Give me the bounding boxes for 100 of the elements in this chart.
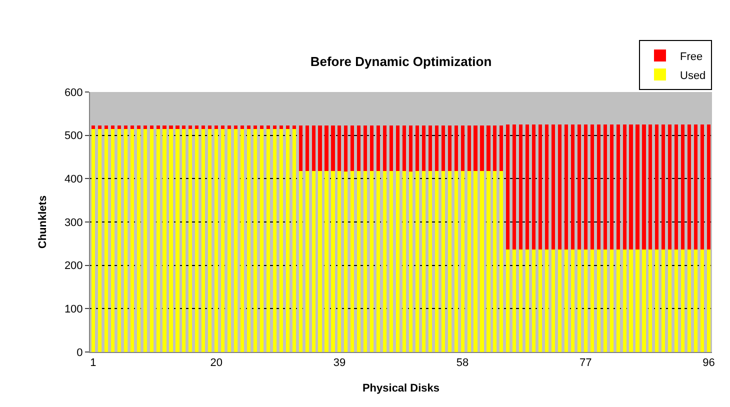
bar [448, 125, 452, 171]
bar [428, 125, 432, 171]
bar [376, 170, 380, 352]
bar [500, 170, 504, 352]
bar [564, 124, 568, 250]
bar [532, 249, 536, 352]
y-tick-label: 400 [64, 174, 83, 186]
bar [493, 125, 497, 171]
bar [622, 249, 626, 352]
bar [312, 170, 316, 352]
bar [493, 170, 497, 352]
bar [681, 124, 685, 250]
bar [570, 124, 574, 250]
bar [214, 128, 218, 352]
bar [279, 128, 283, 352]
bar [538, 249, 542, 352]
bar [454, 170, 458, 352]
bar [98, 125, 102, 129]
bar [636, 249, 640, 352]
x-tick-label: 77 [580, 357, 592, 370]
bar [402, 170, 406, 352]
bar [305, 170, 309, 352]
bar [577, 249, 581, 352]
bar [350, 170, 354, 352]
bar [694, 249, 698, 352]
bar [648, 124, 652, 250]
bar [441, 125, 445, 171]
bar [91, 125, 96, 129]
bar [364, 170, 368, 352]
bar [344, 172, 348, 352]
bar [662, 249, 666, 352]
y-tick-label: 500 [64, 130, 83, 142]
bar [162, 125, 166, 129]
y-tick-label: 0 [76, 346, 83, 359]
bar [415, 125, 419, 171]
bar [234, 125, 238, 129]
bar [221, 128, 225, 352]
bar [616, 124, 620, 250]
bar [253, 128, 257, 352]
bar [195, 125, 199, 129]
bar [596, 124, 600, 250]
bar [519, 124, 523, 250]
bar [208, 125, 212, 129]
bar [298, 125, 302, 171]
bar [169, 128, 173, 352]
bar [577, 124, 581, 250]
bar [629, 124, 633, 250]
bar [408, 172, 412, 352]
bar [674, 249, 678, 352]
bar [636, 124, 640, 250]
bar [286, 125, 290, 129]
bar [383, 125, 387, 171]
bar [674, 124, 678, 250]
bar [292, 125, 296, 129]
bar [331, 125, 335, 171]
y-axis-title: Chunklets [37, 195, 50, 249]
bar [629, 249, 633, 352]
bar [545, 249, 549, 352]
x-tick-label: 96 [702, 357, 715, 370]
bar [246, 128, 251, 352]
bar [136, 128, 140, 352]
bar [603, 249, 607, 352]
bar [428, 170, 432, 352]
x-axis-title: Physical Disks [362, 382, 440, 394]
bar [564, 249, 568, 352]
bar [234, 128, 238, 352]
bar [272, 125, 276, 129]
x-tick-label: 39 [333, 357, 346, 370]
bar [338, 170, 342, 352]
bar [454, 125, 458, 171]
bar [415, 170, 419, 352]
bar [396, 125, 400, 171]
bar [117, 125, 121, 129]
bar [506, 124, 510, 250]
x-tick-label: 58 [456, 357, 469, 370]
bar [156, 125, 160, 129]
bar [512, 249, 516, 352]
bar [706, 249, 711, 352]
legend-label: Free [680, 50, 703, 63]
bar [655, 124, 659, 250]
bar [500, 125, 504, 171]
bar [486, 125, 490, 171]
bar [603, 124, 607, 250]
bar [202, 125, 206, 129]
bar [221, 125, 225, 129]
bar [318, 170, 322, 352]
bar [474, 125, 478, 171]
bar [266, 125, 270, 129]
bar [610, 124, 614, 250]
bar [460, 125, 464, 171]
bar [558, 249, 562, 352]
bar [706, 124, 711, 250]
bar [188, 125, 192, 129]
bar [694, 124, 698, 250]
bar [357, 125, 361, 171]
bar [344, 125, 348, 172]
bar [532, 124, 536, 250]
bar [648, 249, 652, 352]
bar [130, 128, 134, 352]
bar [662, 124, 666, 250]
